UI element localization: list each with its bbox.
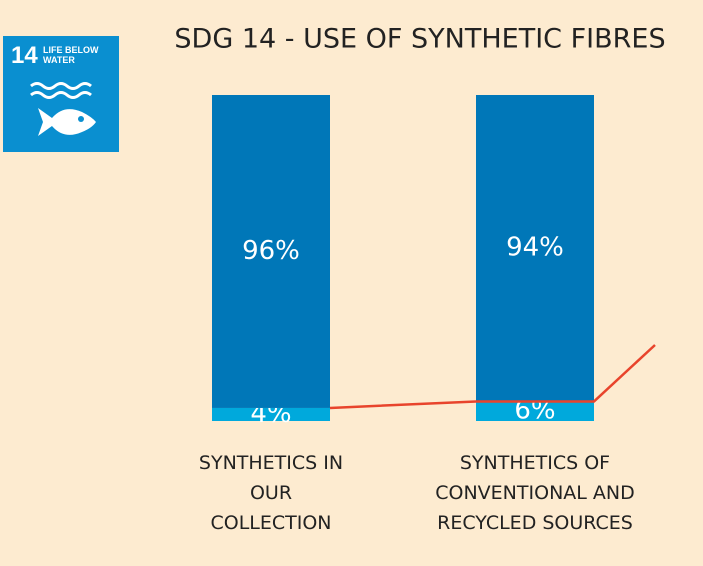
icon-number: 14 xyxy=(11,42,38,69)
connector-line xyxy=(329,344,656,410)
icon-graphic xyxy=(30,82,96,136)
sdg-icon: 14 LIFE BELOW WATER xyxy=(3,36,119,152)
bar-segment xyxy=(212,95,330,408)
value-label: 96% xyxy=(242,236,300,266)
icon-label: LIFE BELOW WATER xyxy=(43,45,99,65)
bar-segment xyxy=(476,401,594,421)
category-label: SYNTHETICS OF CONVENTIONAL AND RECYCLED … xyxy=(435,452,635,534)
chart-title: SDG 14 - USE OF SYNTHETIC FIBRES xyxy=(174,24,665,55)
bar-segment xyxy=(212,407,330,421)
value-label: 94% xyxy=(506,233,564,263)
bar-segment xyxy=(476,95,594,402)
category-label: SYNTHETICS IN OUR COLLECTION xyxy=(198,452,344,534)
